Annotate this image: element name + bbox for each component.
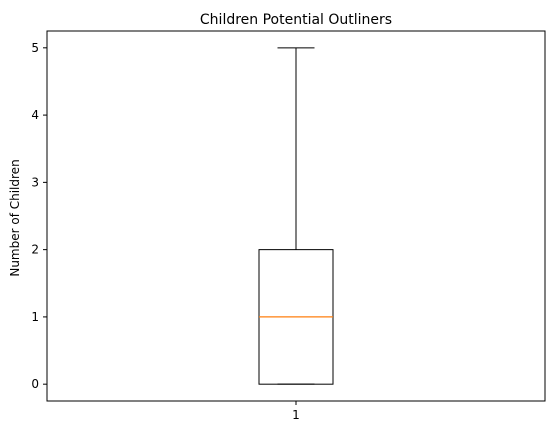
y-tick-label: 5 [31,41,39,55]
y-axis-label: Number of Children [8,159,22,276]
plot-area: 0 1 2 3 4 5 1 [31,30,546,422]
y-tick-label: 2 [31,243,39,257]
y-tick-label: 1 [31,310,39,324]
y-tick-label: 3 [31,175,39,189]
chart-title: Children Potential Outliners [200,12,392,28]
y-tick-label: 4 [31,108,39,122]
y-tick-label: 0 [31,377,39,391]
x-tick-label: 1 [292,408,300,422]
